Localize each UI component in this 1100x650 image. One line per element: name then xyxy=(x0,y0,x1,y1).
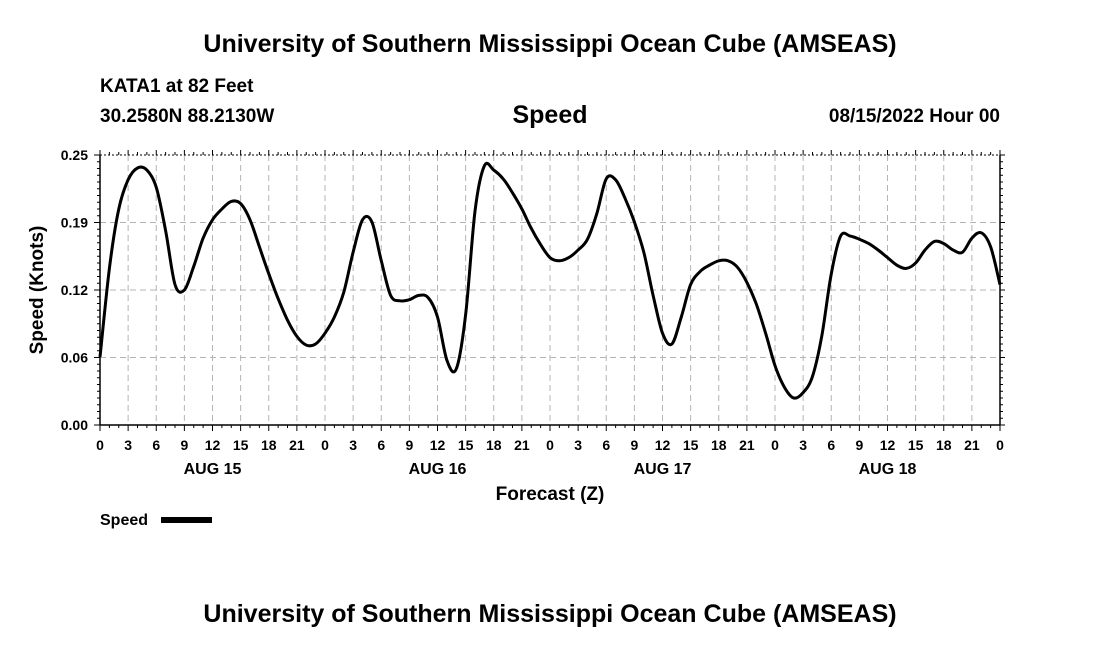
x-tick-label: 0 xyxy=(771,437,779,453)
grid-lines xyxy=(100,155,1000,425)
series-layer xyxy=(98,161,1002,400)
x-axis-title: Forecast (Z) xyxy=(496,484,605,505)
axis-labels: 0 3 6 9 12 15 18 21 0 3 6 9 12 15 18 21 0 3 6 9 12 15 18 21 0 3 6 9… xyxy=(61,147,1004,478)
legend-swatch xyxy=(161,517,212,523)
x-tick-label: 12 xyxy=(430,437,446,453)
x-tick-label: 3 xyxy=(799,437,807,453)
x-tick-label: 15 xyxy=(683,437,699,453)
day-label: AUG 18 xyxy=(859,461,917,478)
tick-marks xyxy=(94,150,1005,431)
x-tick-label: 0 xyxy=(996,437,1004,453)
y-axis-title: Speed (Knots) xyxy=(27,226,48,355)
variable-title: Speed xyxy=(512,101,588,129)
x-tick-label: 9 xyxy=(855,437,863,453)
x-tick-label: 0 xyxy=(96,437,104,453)
y-tick-label: 0.12 xyxy=(61,282,88,298)
x-tick-label: 12 xyxy=(655,437,671,453)
series-line-speed xyxy=(98,161,1002,400)
x-tick-label: 18 xyxy=(711,437,727,453)
x-tick-label: 3 xyxy=(574,437,582,453)
title-top: University of Southern Mississippi Ocean… xyxy=(203,30,897,58)
x-tick-label: 15 xyxy=(908,437,924,453)
day-label: AUG 17 xyxy=(634,461,692,478)
x-tick-label: 18 xyxy=(486,437,502,453)
coords-label: 30.2580N 88.2130W xyxy=(100,106,275,127)
x-tick-label: 21 xyxy=(739,437,755,453)
day-label: AUG 15 xyxy=(184,461,242,478)
date-label: 08/15/2022 Hour 00 xyxy=(828,106,1000,127)
y-tick-label: 0.25 xyxy=(61,147,88,163)
x-tick-label: 21 xyxy=(289,437,305,453)
x-tick-label: 6 xyxy=(827,437,835,453)
x-tick-label: 21 xyxy=(514,437,530,453)
x-tick-label: 9 xyxy=(180,437,188,453)
x-tick-label: 21 xyxy=(964,437,980,453)
x-tick-label: 0 xyxy=(546,437,554,453)
x-tick-label: 12 xyxy=(205,437,221,453)
x-tick-label: 18 xyxy=(936,437,952,453)
day-label: AUG 16 xyxy=(409,461,467,478)
x-tick-label: 3 xyxy=(124,437,132,453)
x-tick-label: 9 xyxy=(630,437,638,453)
y-tick-label: 0.19 xyxy=(61,215,88,231)
x-tick-label: 9 xyxy=(405,437,413,453)
x-tick-label: 6 xyxy=(602,437,610,453)
legend-label: Speed xyxy=(100,512,148,529)
x-tick-label: 6 xyxy=(152,437,160,453)
y-tick-label: 0.00 xyxy=(61,417,88,433)
y-tick-label: 0.06 xyxy=(61,350,88,366)
title-bottom: University of Southern Mississippi Ocean… xyxy=(203,600,897,628)
x-tick-label: 0 xyxy=(321,437,329,453)
x-tick-label: 6 xyxy=(377,437,385,453)
x-tick-label: 15 xyxy=(233,437,249,453)
x-tick-label: 3 xyxy=(349,437,357,453)
x-tick-label: 12 xyxy=(880,437,896,453)
x-tick-label: 15 xyxy=(458,437,474,453)
station-label: KATA1 at 82 Feet xyxy=(100,76,254,97)
x-tick-label: 18 xyxy=(261,437,277,453)
